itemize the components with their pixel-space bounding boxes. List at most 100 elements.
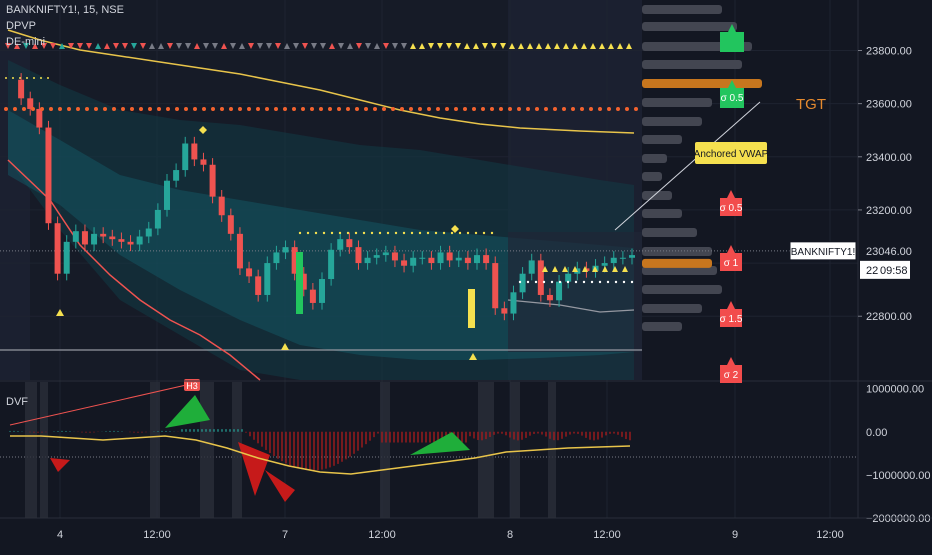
orange-level-dot xyxy=(283,106,287,111)
candle-body xyxy=(255,276,262,295)
signal-triangle xyxy=(410,43,416,49)
yellow-level-dot xyxy=(33,77,35,79)
gap-zone-box xyxy=(508,232,642,352)
volume-profile-bar xyxy=(642,135,682,144)
white-level-dot xyxy=(534,280,538,284)
volume-profile-bar xyxy=(642,322,682,331)
candle-body xyxy=(510,292,517,314)
candle-body xyxy=(629,255,635,258)
candle-body xyxy=(118,239,125,242)
signal-triangle xyxy=(311,43,317,49)
yellow-level-dot xyxy=(418,231,422,235)
candle-body xyxy=(492,263,499,309)
last-price-label: 23046.00 xyxy=(866,246,912,258)
white-level-dot xyxy=(630,280,634,284)
time-tick-label: 7 xyxy=(282,529,288,541)
signal-triangle xyxy=(383,43,389,49)
orange-level-dot xyxy=(355,106,359,111)
session-shade-0 xyxy=(0,0,30,380)
orange-level-dot xyxy=(499,106,503,111)
bands-layer xyxy=(8,60,642,380)
orange-level-dot xyxy=(544,106,548,111)
dvf-red-signal xyxy=(50,458,70,472)
candle-body xyxy=(419,257,426,259)
orange-level-dot xyxy=(49,106,53,111)
dvf-tick-label: −1000000.00 xyxy=(866,470,931,482)
candle-body xyxy=(556,281,563,301)
signal-triangle xyxy=(113,43,119,49)
signal-triangle xyxy=(104,43,110,49)
symbol-header[interactable]: BANKNIFTY1!, 15, NSE xyxy=(6,4,124,16)
volume-profile-bar xyxy=(642,247,712,256)
yellow-level-dot xyxy=(442,231,446,235)
white-level-dot xyxy=(526,280,530,284)
white-level-dot xyxy=(590,280,594,284)
small-yellow-triangle xyxy=(562,266,568,272)
indicator-de-mini-label[interactable]: DE-mini xyxy=(6,36,46,48)
volume-profile-bar xyxy=(642,191,672,200)
dvf-pane-title[interactable]: DVF xyxy=(6,396,28,408)
candle-body xyxy=(136,236,143,245)
candle-body xyxy=(483,255,490,264)
signal-triangle xyxy=(491,43,497,49)
triangle-marker xyxy=(56,309,64,316)
orange-level-dot xyxy=(274,106,278,111)
vwap-band-inner xyxy=(8,110,634,360)
yellow-level-dot xyxy=(12,77,14,79)
yellow-level-dot xyxy=(26,77,28,79)
signal-triangle xyxy=(527,43,533,49)
price-tick-label: 22800.00 xyxy=(866,311,912,323)
volume-profile-bar xyxy=(642,5,722,14)
signal-triangle xyxy=(464,43,470,49)
signal-triangle xyxy=(320,43,326,49)
orange-level-dot xyxy=(373,106,377,111)
signal-triangle xyxy=(212,43,218,49)
orange-level-dot xyxy=(598,106,602,111)
price-tick-label: 23600.00 xyxy=(866,99,912,111)
sigma-label-text: σ 1 xyxy=(724,258,739,269)
candle-body xyxy=(264,263,271,295)
orange-level-dot xyxy=(184,106,188,111)
yellow-level-dot xyxy=(450,231,454,235)
candle-body xyxy=(91,233,98,245)
orange-level-dot xyxy=(418,106,422,111)
signal-triangle xyxy=(437,43,443,49)
time-tick-label: 8 xyxy=(507,529,513,541)
orange-level-dot xyxy=(121,106,125,111)
sigma-label-text: σ 1.5 xyxy=(720,314,743,325)
orange-level-dot xyxy=(463,106,467,111)
orange-level-dot xyxy=(220,106,224,111)
small-yellow-triangle xyxy=(582,266,588,272)
signal-triangle xyxy=(356,43,362,49)
signal-triangle xyxy=(419,43,425,49)
small-yellow-triangle xyxy=(542,266,548,272)
candle-body xyxy=(346,239,353,248)
candle-body xyxy=(227,215,234,234)
dvf-tick-label: −2000000.00 xyxy=(866,513,931,525)
white-level-dot xyxy=(550,280,554,284)
signal-triangle xyxy=(185,43,191,49)
candle-body xyxy=(364,257,371,264)
small-yellow-triangle xyxy=(572,266,578,272)
orange-level-dot xyxy=(562,106,566,111)
signal-triangle xyxy=(293,43,299,49)
countdown-box xyxy=(860,260,910,279)
signal-triangle xyxy=(446,43,452,49)
orange-level-dot xyxy=(247,106,251,111)
candle-body xyxy=(428,257,435,264)
signal-triangle xyxy=(518,43,524,49)
orange-level-dot xyxy=(139,106,143,111)
orange-level-dot xyxy=(319,106,323,111)
white-level-dot xyxy=(598,280,602,284)
yellow-level-dot xyxy=(5,77,7,79)
orange-level-dot xyxy=(328,106,332,111)
yellow-level-dot xyxy=(402,231,406,235)
candle-body xyxy=(273,252,280,264)
yellow-level-dot xyxy=(306,231,310,235)
signal-triangle xyxy=(617,43,623,49)
indicator-dpvp-label[interactable]: DPVP xyxy=(6,20,36,32)
candle-body xyxy=(501,308,508,314)
orange-level-dot xyxy=(337,106,341,111)
